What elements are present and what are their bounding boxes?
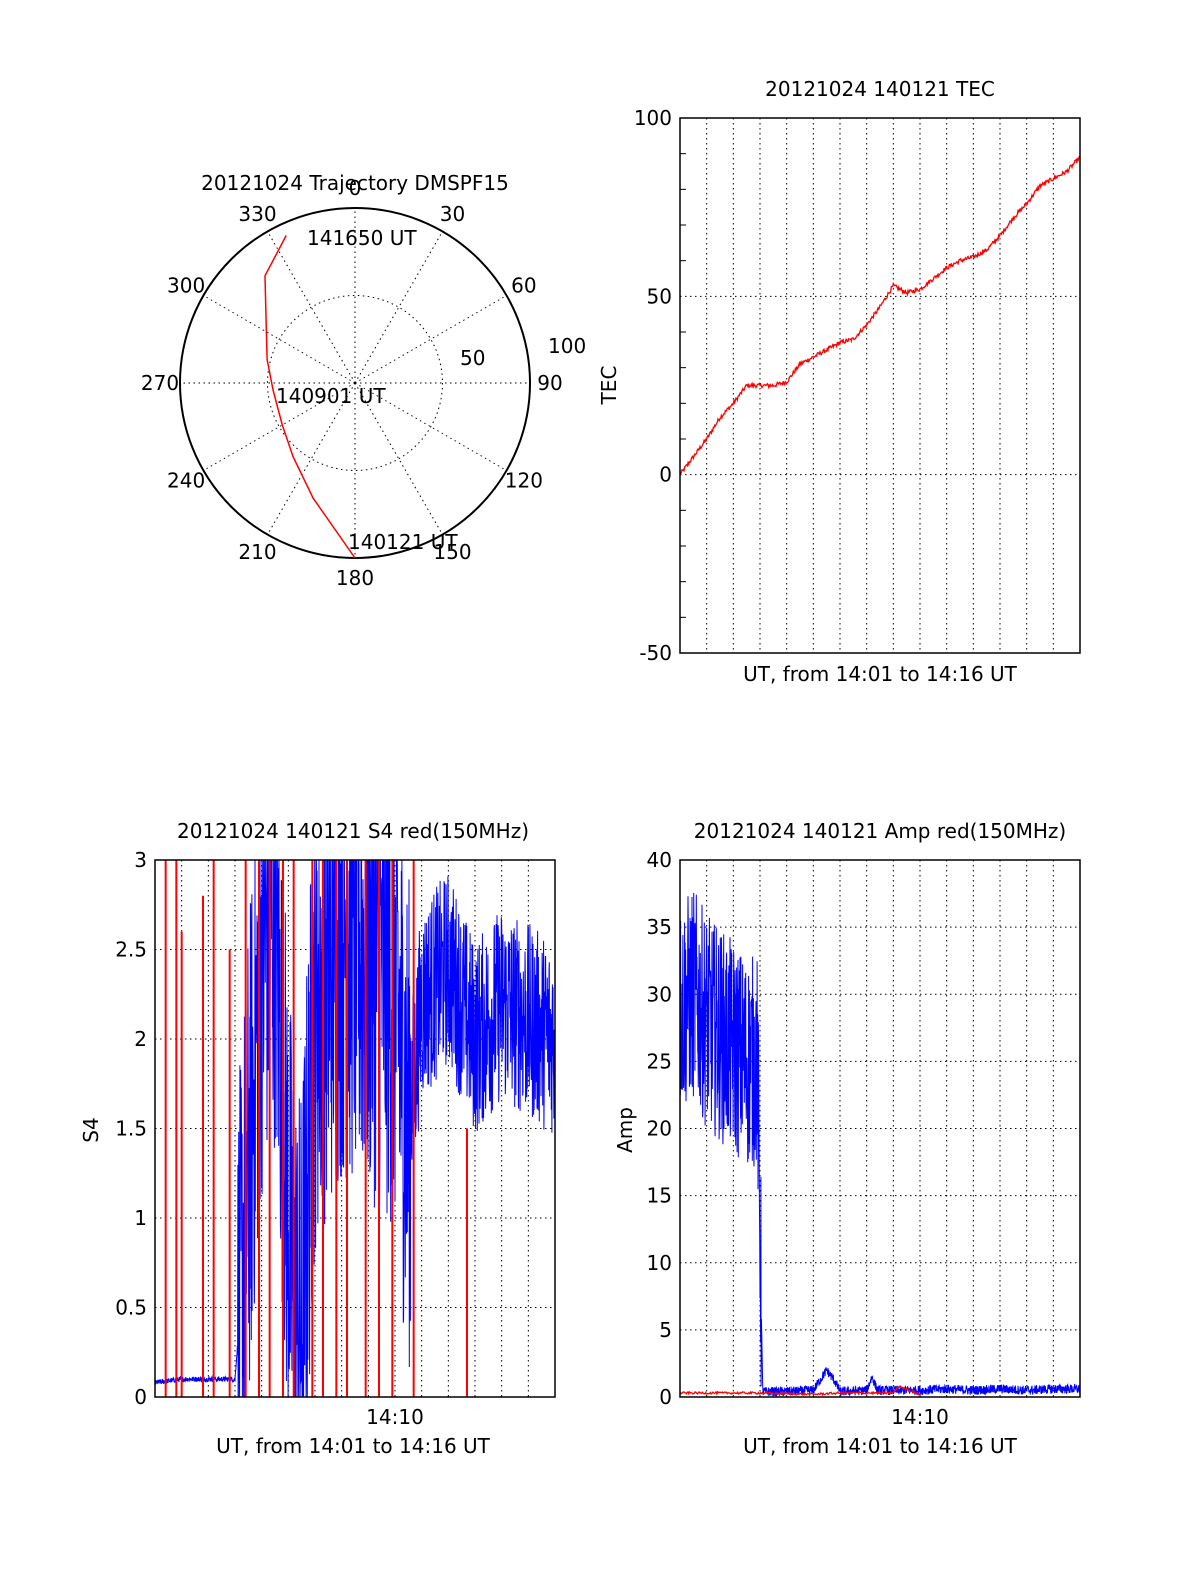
- y-tick-label: 0.5: [115, 1296, 147, 1320]
- trajectory-line: [264, 235, 356, 559]
- y-tick-label: 0: [659, 1385, 672, 1409]
- polar-trajectory-plot: 20121024 Trajectory DMSPF15 0 30 60 90 120 15…: [141, 171, 586, 590]
- y-tick-label: 20: [647, 1117, 672, 1141]
- polar-angle-label-240: 240: [167, 469, 205, 493]
- s4-y-axis-label: S4: [79, 1117, 103, 1142]
- series-line-red: [679, 1385, 921, 1397]
- y-tick-label: 0: [659, 463, 672, 487]
- y-tick-label: 15: [647, 1184, 672, 1208]
- s4-title: 20121024 140121 S4 red(150MHz): [177, 819, 529, 843]
- polar-spoke-60: [354, 295, 507, 384]
- s4-chart: 20121024 140121 S4 red(150MHz) 0 0.5 1 1.5 2…: [79, 819, 556, 1458]
- y-tick-label: 100: [634, 106, 672, 130]
- polar-spoke-240: [203, 382, 356, 471]
- x-tick-label: 14:10: [891, 1405, 949, 1429]
- amp-y-axis-label: Amp: [613, 1107, 637, 1153]
- trajectory-label-middle: 140901 UT: [276, 384, 386, 408]
- tec-plot-frame: [679, 117, 1081, 654]
- tec-y-axis-label: TEC: [597, 366, 621, 406]
- y-tick-label: 3: [134, 848, 147, 872]
- y-tick-label: 5: [659, 1318, 672, 1342]
- tec-title: 20121024 140121 TEC: [765, 77, 995, 101]
- y-tick-label: 30: [647, 982, 672, 1006]
- polar-angle-label-300: 300: [167, 274, 205, 298]
- polar-angle-label-330: 330: [238, 202, 276, 226]
- polar-spoke-120: [354, 382, 507, 471]
- amp-x-tick-labels: 14:10: [891, 1405, 949, 1429]
- amp-plot-frame: [679, 859, 1081, 1398]
- polar-angle-label-120: 120: [505, 469, 543, 493]
- polar-angle-label-180: 180: [336, 566, 374, 590]
- amp-title: 20121024 140121 Amp red(150MHz): [694, 819, 1066, 843]
- polar-spoke-210: [267, 382, 356, 535]
- y-tick-label: 50: [647, 284, 672, 308]
- amp-grid: [680, 860, 1080, 1397]
- y-tick-label: 2: [134, 1027, 147, 1051]
- polar-angle-label-270: 270: [141, 371, 179, 395]
- s4-x-axis-label: UT, from 14:01 to 14:16 UT: [216, 1434, 491, 1458]
- s4-x-tick-labels: 14:10: [366, 1405, 424, 1429]
- amp-x-axis-label: UT, from 14:01 to 14:16 UT: [743, 1434, 1018, 1458]
- trajectory-label-end: 141650 UT: [307, 226, 417, 250]
- y-tick-label: 1: [134, 1206, 147, 1230]
- y-tick-label: 25: [647, 1049, 672, 1073]
- tec-grid: [680, 118, 1080, 653]
- polar-spoke-300: [203, 295, 356, 384]
- tec-series: [679, 155, 1081, 476]
- polar-spoke-30: [354, 231, 443, 384]
- amp-chart: 20121024 140121 Amp red(150MHz) 0 5 10 15 20…: [613, 819, 1081, 1458]
- series-line-blue: [679, 892, 1081, 1397]
- polar-spoke-330: [267, 231, 356, 384]
- y-tick-label: 40: [647, 848, 672, 872]
- s4-series: [154, 859, 556, 1398]
- s4-plot-frame: [154, 859, 556, 1398]
- trajectory-label-start: 140121 UT: [348, 530, 458, 554]
- polar-angle-label-90: 90: [537, 371, 562, 395]
- amp-series: [679, 892, 1081, 1397]
- polar-radial-tick-100: 100: [548, 334, 586, 358]
- y-tick-label: -50: [639, 641, 672, 665]
- y-tick-label: 0: [134, 1385, 147, 1409]
- polar-angle-label-0: 0: [349, 176, 362, 200]
- y-tick-label: 1.5: [115, 1117, 147, 1141]
- s4-y-tick-labels: 0 0.5 1 1.5 2 2.5 3: [115, 848, 147, 1409]
- polar-spoke-150: [354, 382, 443, 535]
- y-tick-label: 2.5: [115, 938, 147, 962]
- amp-y-tick-labels: 0 5 10 15 20 25 30 35 40: [647, 848, 672, 1409]
- y-tick-label: 35: [647, 915, 672, 939]
- polar-angle-label-150: 150: [433, 540, 471, 564]
- series-line-red: [679, 155, 1081, 476]
- tec-x-axis-label: UT, from 14:01 to 14:16 UT: [743, 662, 1018, 686]
- polar-angle-label-60: 60: [511, 274, 536, 298]
- x-tick-label: 14:10: [366, 1405, 424, 1429]
- tec-y-tick-labels: -50 0 50 100: [634, 106, 672, 665]
- polar-angle-labels: 0 30 60 90 120 150 180 210 240 270 300 330: [141, 176, 563, 590]
- polar-radial-tick-50: 50: [460, 346, 485, 370]
- polar-inner-circle: [267, 295, 443, 471]
- y-tick-label: 10: [647, 1251, 672, 1275]
- polar-angle-label-210: 210: [238, 540, 276, 564]
- polar-spokes: [180, 208, 530, 558]
- polar-title: 20121024 Trajectory DMSPF15: [201, 171, 509, 195]
- tec-chart: 20121024 140121 TEC -50 0 50 100 TEC UT, fr…: [597, 77, 1081, 686]
- polar-angle-label-30: 30: [440, 202, 465, 226]
